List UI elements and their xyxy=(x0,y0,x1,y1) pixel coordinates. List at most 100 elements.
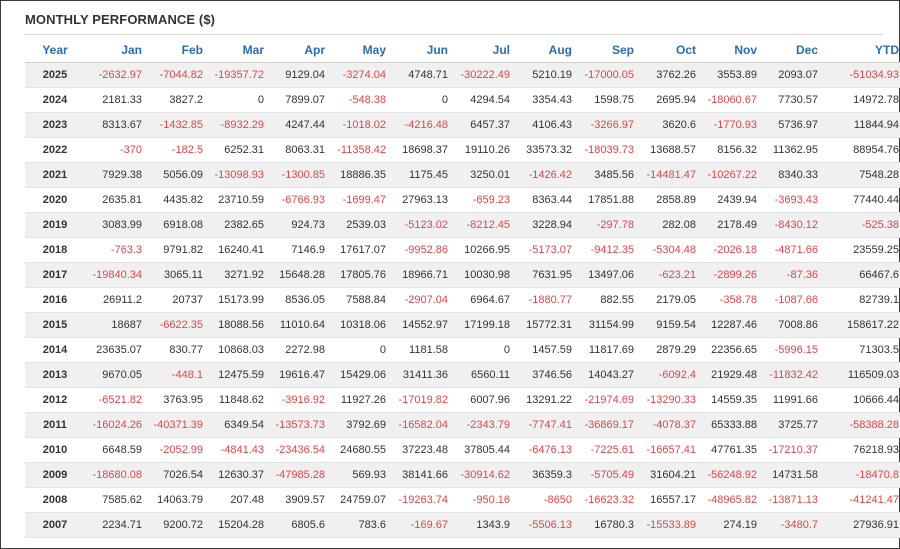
row-year: 2011 xyxy=(25,412,85,438)
month-cell: 2439.94 xyxy=(700,187,761,213)
month-cell: 3725.77 xyxy=(761,412,822,438)
month-cell: -1087.66 xyxy=(761,287,822,313)
month-cell: 17617.07 xyxy=(329,237,390,263)
month-cell: 2635.81 xyxy=(85,187,146,213)
month-cell: 2234.71 xyxy=(85,512,146,538)
month-cell: 8536.05 xyxy=(268,287,329,313)
month-cell: 10030.98 xyxy=(452,262,514,288)
row-year: 2010 xyxy=(25,437,85,463)
month-cell: 1175.45 xyxy=(390,162,452,188)
row-year: 2015 xyxy=(25,312,85,338)
month-cell: -9952.86 xyxy=(390,237,452,263)
ytd-cell: -18470.8 xyxy=(822,462,900,488)
month-cell: -13871.13 xyxy=(761,487,822,513)
month-cell: -18039.73 xyxy=(576,137,638,163)
month-cell: 9200.72 xyxy=(146,512,207,538)
row-year: 2009 xyxy=(25,462,85,488)
month-cell: 882.55 xyxy=(576,287,638,313)
month-cell: -11832.42 xyxy=(761,362,822,388)
month-cell: -169.67 xyxy=(390,512,452,538)
month-cell: 3763.95 xyxy=(146,387,207,413)
month-cell: 3271.92 xyxy=(207,262,268,288)
month-cell: -15533.89 xyxy=(638,512,700,538)
month-cell: 3909.57 xyxy=(268,487,329,513)
month-cell: 20737 xyxy=(146,287,207,313)
monthly-performance-table: Year Jan Feb Mar Apr May Jun Jul Aug Sep… xyxy=(25,38,900,538)
month-cell: 7730.57 xyxy=(761,87,822,113)
month-cell: -5304.48 xyxy=(638,237,700,263)
ytd-cell: 82739.1 xyxy=(822,287,900,313)
month-cell: 3228.94 xyxy=(514,212,576,238)
month-cell: 3083.99 xyxy=(85,212,146,238)
month-cell: 9791.82 xyxy=(146,237,207,263)
month-cell: 18687 xyxy=(85,312,146,338)
month-cell: 10266.95 xyxy=(452,237,514,263)
row-year: 2022 xyxy=(25,137,85,163)
month-cell: -19840.34 xyxy=(85,262,146,288)
row-year: 2019 xyxy=(25,212,85,238)
ytd-cell: 27936.91 xyxy=(822,512,900,538)
ytd-cell: 66467.6 xyxy=(822,262,900,288)
month-cell: -3693.43 xyxy=(761,187,822,213)
table-row: 2011 -16024.26 -40371.39 6349.54 -13573.73 37… xyxy=(25,412,900,438)
ytd-cell: -525.38 xyxy=(822,212,900,238)
month-cell: -2026.18 xyxy=(700,237,761,263)
month-cell: 6349.54 xyxy=(207,412,268,438)
month-cell: 11010.64 xyxy=(268,312,329,338)
month-cell: -297.78 xyxy=(576,212,638,238)
month-cell: 18886.35 xyxy=(329,162,390,188)
month-cell: 9670.05 xyxy=(85,362,146,388)
month-cell: -1300.85 xyxy=(268,162,329,188)
month-cell: -48965.82 xyxy=(700,487,761,513)
column-header-jul: Jul xyxy=(452,38,514,63)
month-cell: -3266.97 xyxy=(576,112,638,138)
month-cell: -1018.02 xyxy=(329,112,390,138)
month-cell: -5506.13 xyxy=(514,512,576,538)
month-cell: -5705.49 xyxy=(576,462,638,488)
month-cell: 14043.27 xyxy=(576,362,638,388)
month-cell: 14063.79 xyxy=(146,487,207,513)
month-cell: 2695.94 xyxy=(638,87,700,113)
month-cell: -8650 xyxy=(514,487,576,513)
month-cell: -2907.04 xyxy=(390,287,452,313)
month-cell: 5056.09 xyxy=(146,162,207,188)
month-cell: 6007.96 xyxy=(452,387,514,413)
table-row: 2017 -19840.34 3065.11 3271.92 15648.28 17805… xyxy=(25,262,900,288)
table-row: 2010 6648.59 -2052.99 -4841.43 -23436.54 2468… xyxy=(25,437,900,463)
month-cell: 5210.19 xyxy=(514,62,576,88)
month-cell: 27963.13 xyxy=(390,187,452,213)
month-cell: -16657.41 xyxy=(638,437,700,463)
table-row: 2012 -6521.82 3763.95 11848.62 -3916.92 11927… xyxy=(25,387,900,413)
ytd-cell: 7548.28 xyxy=(822,162,900,188)
month-cell: -6622.35 xyxy=(146,312,207,338)
month-cell: -1880.77 xyxy=(514,287,576,313)
month-cell: 8313.67 xyxy=(85,112,146,138)
month-cell: -16024.26 xyxy=(85,412,146,438)
month-cell: -623.21 xyxy=(638,262,700,288)
month-cell: -182.5 xyxy=(146,137,207,163)
month-cell: 6918.08 xyxy=(146,212,207,238)
month-cell: 15429.06 xyxy=(329,362,390,388)
month-cell: -7225.61 xyxy=(576,437,638,463)
month-cell: 10318.06 xyxy=(329,312,390,338)
ytd-cell: -58388.28 xyxy=(822,412,900,438)
month-cell: 7631.95 xyxy=(514,262,576,288)
month-cell: -87.36 xyxy=(761,262,822,288)
month-cell: -3916.92 xyxy=(268,387,329,413)
month-cell: -1699.47 xyxy=(329,187,390,213)
table-row: 2022 -370 -182.5 6252.31 8063.31 -11358.42 186… xyxy=(25,137,900,163)
month-cell: -6476.13 xyxy=(514,437,576,463)
month-cell: 17199.18 xyxy=(452,312,514,338)
month-cell: -4841.43 xyxy=(207,437,268,463)
table-row: 2013 9670.05 -448.1 12475.59 19616.47 15429.0… xyxy=(25,362,900,388)
month-cell: 33573.32 xyxy=(514,137,576,163)
month-cell: 6560.11 xyxy=(452,362,514,388)
month-cell: 6805.6 xyxy=(268,512,329,538)
month-cell: 7026.54 xyxy=(146,462,207,488)
column-header-mar: Mar xyxy=(207,38,268,63)
month-cell: 3827.2 xyxy=(146,87,207,113)
month-cell: -21974.69 xyxy=(576,387,638,413)
month-cell: -10267.22 xyxy=(700,162,761,188)
month-cell: 23710.59 xyxy=(207,187,268,213)
month-cell: 7899.07 xyxy=(268,87,329,113)
